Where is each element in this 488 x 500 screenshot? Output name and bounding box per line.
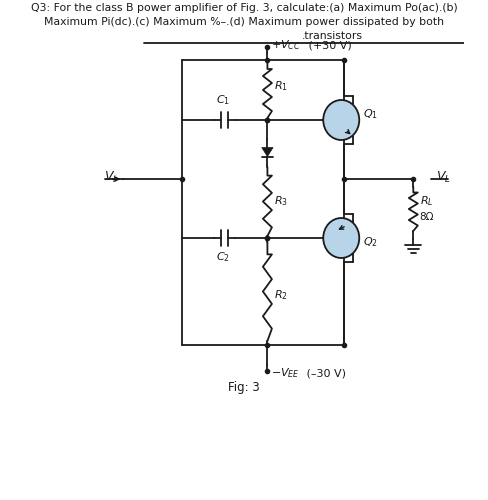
Text: $V_L$: $V_L$ — [436, 170, 451, 184]
Text: $R_3$: $R_3$ — [274, 194, 288, 208]
Text: $R_2$: $R_2$ — [274, 288, 287, 302]
Text: $-V_{EE}$: $-V_{EE}$ — [271, 366, 300, 380]
Text: $Q_1$: $Q_1$ — [363, 107, 378, 121]
Polygon shape — [262, 148, 273, 156]
Circle shape — [323, 100, 359, 140]
Text: Maximum Pi(dc).(c) Maximum %–.(d) Maximum power dissipated by both: Maximum Pi(dc).(c) Maximum %–.(d) Maximu… — [44, 17, 444, 27]
Text: $Q_2$: $Q_2$ — [363, 235, 378, 249]
Text: (–30 V): (–30 V) — [304, 368, 346, 378]
Text: $C_1$: $C_1$ — [216, 93, 230, 107]
Circle shape — [323, 218, 359, 258]
Text: $+V_{CC}$: $+V_{CC}$ — [271, 38, 301, 52]
Text: $R_L$: $R_L$ — [420, 194, 433, 208]
Text: Fig: 3: Fig: 3 — [228, 382, 260, 394]
Text: .transistors: .transistors — [302, 31, 363, 41]
Text: 8Ω: 8Ω — [420, 212, 434, 222]
Text: $R_1$: $R_1$ — [274, 79, 288, 93]
Text: (+30 V): (+30 V) — [305, 40, 352, 50]
Text: Q3: For the class B power amplifier of Fig. 3, calculate:(a) Maximum Po(ac).(b): Q3: For the class B power amplifier of F… — [31, 3, 457, 13]
Text: $V_i$: $V_i$ — [104, 170, 117, 184]
Text: $C_2$: $C_2$ — [216, 250, 230, 264]
